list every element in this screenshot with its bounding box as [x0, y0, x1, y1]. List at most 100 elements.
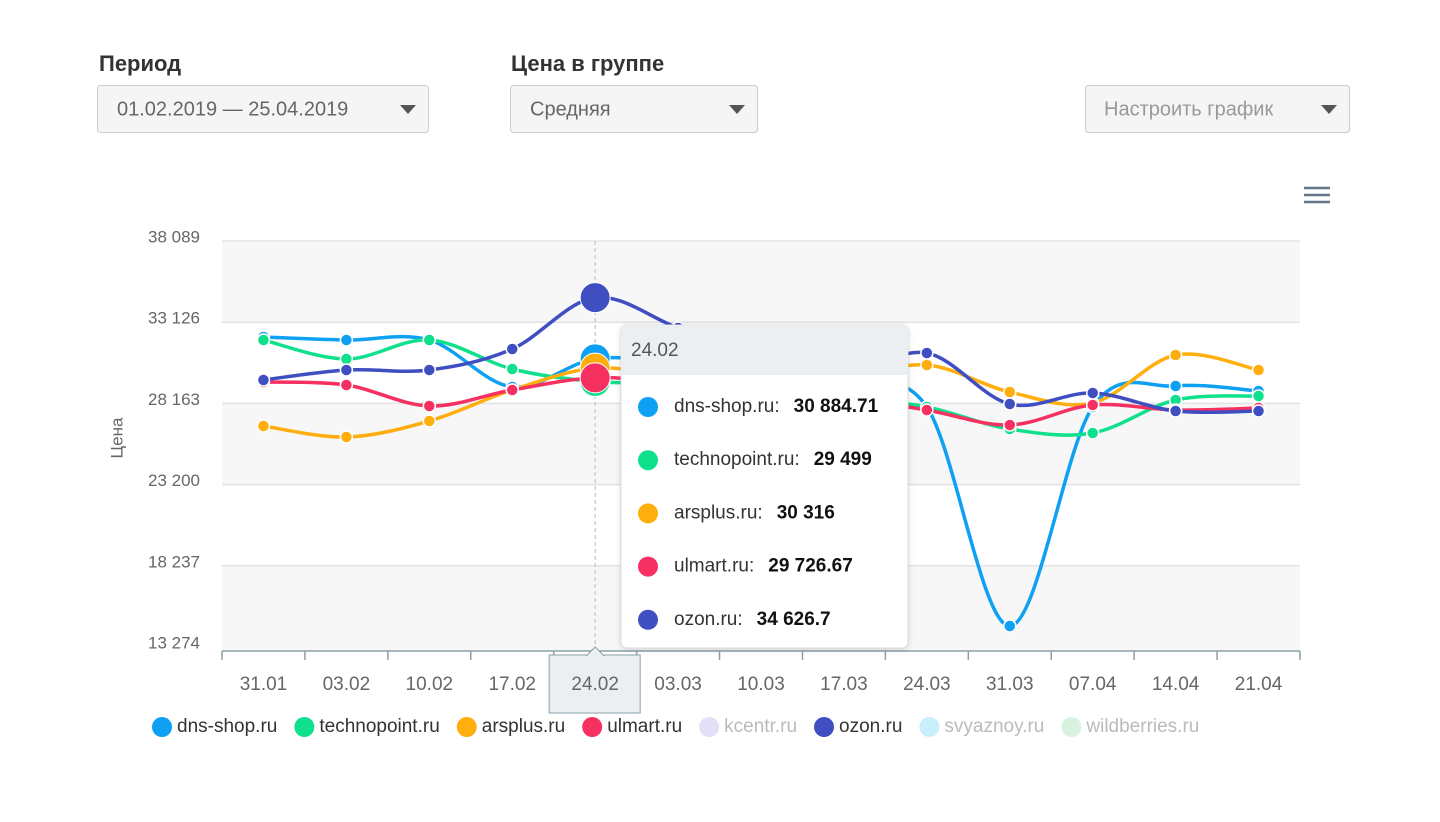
tooltip-header	[621, 325, 908, 375]
data-point	[339, 333, 354, 347]
legend-label: dns-shop.ru	[177, 716, 277, 737]
tooltip-marker	[638, 503, 658, 524]
x-tick-label: 31.03	[986, 674, 1034, 695]
data-point	[339, 430, 354, 444]
tooltip-value: 30 316	[777, 502, 835, 523]
tooltip-marker	[638, 556, 658, 577]
data-point	[1251, 404, 1266, 418]
x-tick-label: 03.02	[323, 674, 371, 695]
tooltip-name: ozon.ru:	[674, 609, 743, 630]
tooltip-value: 30 884.71	[794, 396, 879, 417]
tooltip-title: 24.02	[631, 340, 679, 361]
x-tick-label: 03.03	[654, 674, 702, 695]
period-dropdown[interactable]	[97, 85, 429, 133]
data-point	[422, 363, 437, 377]
data-point	[1003, 397, 1017, 411]
legend-marker	[814, 717, 835, 737]
data-point	[256, 373, 271, 387]
data-point	[1003, 418, 1017, 432]
legend-marker	[294, 717, 315, 737]
settings-dropdown[interactable]	[1085, 85, 1350, 133]
price-value: Средняя	[530, 98, 611, 120]
x-tick-label: 10.02	[406, 674, 454, 695]
settings-value: Настроить график	[1104, 98, 1273, 120]
legend-marker	[919, 717, 940, 737]
data-point	[1168, 348, 1183, 362]
x-tick-label: 24.03	[903, 674, 951, 695]
dropdown-arrow	[1321, 105, 1337, 114]
tooltip-value: 29 726.67	[768, 556, 853, 577]
highlight-pointer	[585, 646, 605, 657]
legend-label: ozon.ru	[839, 716, 902, 737]
tooltip-value: 29 499	[814, 449, 872, 470]
data-point	[1003, 385, 1017, 399]
data-point	[505, 383, 519, 397]
data-point	[1085, 398, 1100, 412]
legend-marker	[152, 717, 172, 737]
price-dropdown[interactable]	[510, 85, 758, 133]
legend-label: technopoint.ru	[319, 716, 439, 737]
data-point	[1168, 379, 1183, 393]
y-tick-label: 38 089	[148, 227, 200, 246]
tooltip-value: 34 626.7	[757, 609, 831, 630]
x-tick-label: 10.03	[737, 674, 785, 695]
dropdown-arrow	[729, 105, 745, 114]
x-tick-label: 24.02	[571, 674, 619, 695]
tooltip-name: ulmart.ru:	[674, 556, 754, 577]
data-point	[920, 358, 934, 372]
price-label: Цена в группе	[511, 51, 664, 76]
data-point	[1251, 389, 1266, 403]
legend-label: svyaznoy.ru	[944, 716, 1044, 737]
data-point	[1085, 426, 1100, 440]
tooltip-name: dns-shop.ru:	[674, 396, 780, 417]
data-point	[505, 342, 519, 356]
data-point	[422, 399, 437, 413]
x-tick-label: 17.02	[488, 674, 536, 695]
plot-band	[222, 241, 1300, 323]
data-point	[1168, 404, 1183, 418]
data-point	[1251, 363, 1266, 377]
y-tick-label: 13 274	[148, 633, 200, 652]
menu-icon[interactable]	[1304, 186, 1330, 204]
x-tick-label: 21.04	[1235, 674, 1283, 695]
tooltip-marker	[638, 397, 658, 417]
tooltip-name: arsplus.ru:	[674, 502, 763, 523]
dropdown-arrow	[400, 105, 416, 114]
data-point	[422, 333, 437, 347]
tooltip-marker	[638, 450, 658, 471]
data-point	[422, 414, 437, 428]
data-point	[505, 362, 519, 376]
highlight-category	[548, 654, 641, 714]
y-axis-label: Цена	[107, 417, 126, 458]
data-point	[1003, 619, 1017, 633]
tooltip-marker	[638, 609, 658, 630]
legend-label: arsplus.ru	[482, 716, 565, 737]
data-point	[256, 419, 271, 433]
period-label: Период	[99, 51, 181, 76]
legend-marker	[582, 717, 603, 737]
legend-marker	[1061, 717, 1082, 737]
legend-label: ulmart.ru	[607, 716, 682, 737]
data-point	[256, 333, 271, 347]
period-value: 01.02.2019 — 25.04.2019	[117, 98, 348, 120]
data-point	[339, 378, 354, 392]
data-point	[579, 362, 611, 394]
x-tick-label: 07.04	[1069, 674, 1117, 695]
y-tick-label: 23 200	[148, 471, 200, 490]
data-point	[339, 352, 354, 366]
legend-marker	[456, 717, 477, 737]
x-tick-label: 17.03	[820, 674, 868, 695]
legend-label: wildberries.ru	[1085, 716, 1199, 737]
data-point	[1085, 386, 1100, 400]
y-tick-label: 33 126	[148, 309, 200, 328]
y-tick-label: 18 237	[148, 552, 200, 571]
x-tick-label: 31.01	[240, 674, 288, 695]
x-tick-label: 14.04	[1152, 674, 1200, 695]
data-point	[920, 346, 934, 360]
legend-marker	[699, 717, 720, 737]
legend-label: kcentr.ru	[724, 716, 797, 737]
tooltip-name: technopoint.ru:	[674, 449, 800, 470]
y-tick-label: 28 163	[148, 390, 200, 409]
data-point	[920, 403, 934, 417]
